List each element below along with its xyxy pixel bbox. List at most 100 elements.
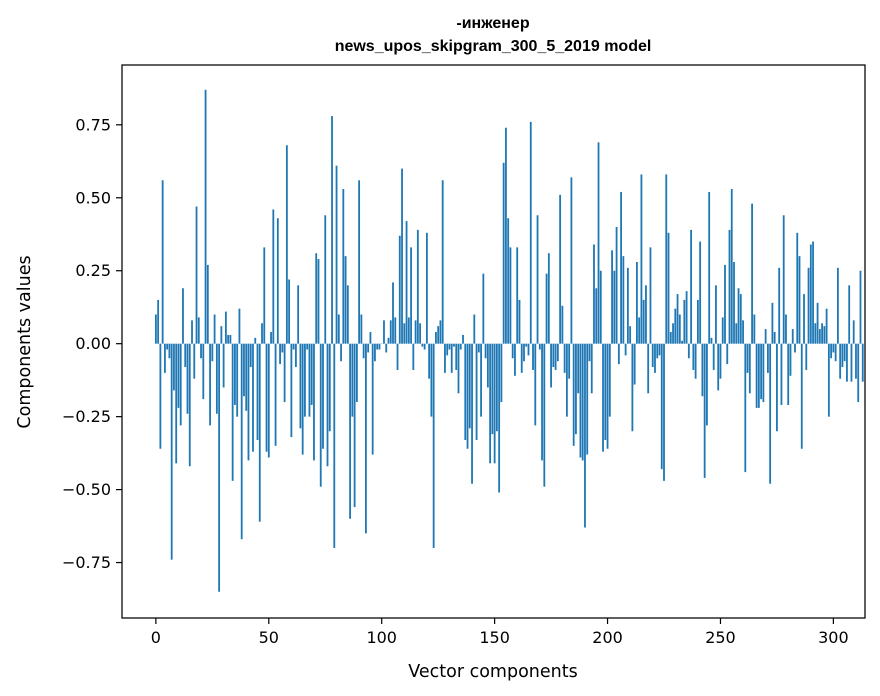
bar-component-306 xyxy=(846,343,848,382)
bar-component-116 xyxy=(416,229,419,344)
bar-component-74 xyxy=(322,343,324,449)
bar-component-119 xyxy=(423,343,426,350)
bar-component-204 xyxy=(615,226,618,344)
bar-component-196 xyxy=(597,142,600,344)
bar-component-256 xyxy=(733,261,735,344)
bar-component-220 xyxy=(651,343,654,368)
bar-component-297 xyxy=(825,308,828,344)
bar-component-175 xyxy=(550,343,552,388)
bar-component-58 xyxy=(285,145,288,344)
bar-component-222 xyxy=(656,343,659,359)
bar-component-47 xyxy=(261,323,263,344)
bar-component-145 xyxy=(482,273,485,344)
bar-component-310 xyxy=(855,343,857,379)
bar-component-308 xyxy=(850,343,853,382)
bar-component-207 xyxy=(622,256,625,344)
bar-component-34 xyxy=(231,343,234,481)
bar-component-26 xyxy=(213,314,216,344)
bar-component-88 xyxy=(353,343,356,508)
bar-component-293 xyxy=(816,302,819,344)
bar-component-187 xyxy=(577,343,580,394)
bar-component-63 xyxy=(297,285,300,344)
bar-component-285 xyxy=(798,256,801,344)
bar-component-274 xyxy=(773,332,776,344)
bar-component-94 xyxy=(367,343,370,353)
bar-component-227 xyxy=(667,232,670,344)
bar-component-202 xyxy=(611,250,613,344)
bar-component-267 xyxy=(757,343,760,408)
bar-component-13 xyxy=(184,343,187,368)
bar-component-23 xyxy=(206,264,209,344)
bar-component-143 xyxy=(477,343,480,353)
bar-component-20 xyxy=(200,343,202,359)
x-tick-label: 200 xyxy=(592,628,623,647)
bar-component-243 xyxy=(703,343,706,478)
bar-component-248 xyxy=(715,285,717,344)
bar-component-97 xyxy=(374,343,376,362)
bar-component-275 xyxy=(776,343,778,432)
bar-component-79 xyxy=(333,343,336,548)
bar-component-184 xyxy=(570,177,573,344)
bar-component-104 xyxy=(389,320,392,344)
bar-component-43 xyxy=(252,343,254,452)
bar-component-303 xyxy=(839,343,842,379)
bar-component-19 xyxy=(197,317,200,344)
bar-component-245 xyxy=(708,191,711,344)
x-axis-label: Vector components xyxy=(408,662,577,682)
bar-component-121 xyxy=(428,343,431,379)
bar-component-236 xyxy=(687,343,690,359)
bar-component-120 xyxy=(425,232,428,344)
bar-component-16 xyxy=(191,320,193,344)
bar-component-252 xyxy=(724,264,726,344)
bar-component-228 xyxy=(669,332,672,344)
bar-component-8 xyxy=(173,343,175,391)
bar-component-98 xyxy=(376,343,379,350)
y-tick-label: 0.00 xyxy=(75,334,111,353)
bar-component-254 xyxy=(728,229,731,344)
bar-component-113 xyxy=(410,247,412,344)
bar-component-73 xyxy=(319,343,322,487)
bar-component-214 xyxy=(638,317,641,344)
bar-component-283 xyxy=(794,343,796,353)
bar-component-69 xyxy=(310,343,313,405)
bar-component-92 xyxy=(362,343,365,359)
bar-component-304 xyxy=(841,343,844,368)
bar-component-140 xyxy=(471,343,473,484)
bar-component-67 xyxy=(306,343,309,350)
bar-component-144 xyxy=(480,343,482,417)
bar-component-101 xyxy=(383,320,385,344)
bar-component-294 xyxy=(818,329,821,344)
bar-component-226 xyxy=(665,174,668,344)
bar-component-291 xyxy=(812,241,814,344)
bar-component-230 xyxy=(674,308,677,344)
bar-component-33 xyxy=(229,334,232,344)
bar-component-197 xyxy=(599,270,602,344)
bar-component-258 xyxy=(737,288,740,344)
bar-component-221 xyxy=(654,343,656,373)
bar-component-70 xyxy=(313,343,315,461)
bar-component-146 xyxy=(484,343,487,359)
bar-component-38 xyxy=(240,343,243,540)
bar-component-166 xyxy=(529,121,532,344)
bar-component-194 xyxy=(593,244,595,344)
y-tick-label: 0.50 xyxy=(75,188,111,207)
bar-component-281 xyxy=(789,343,792,376)
bar-component-276 xyxy=(778,267,781,344)
bar-component-96 xyxy=(371,343,374,455)
y-tick-label: −0.50 xyxy=(62,480,111,499)
bar-component-272 xyxy=(769,343,772,484)
bar-component-15 xyxy=(188,343,191,467)
bar-component-77 xyxy=(328,343,331,432)
bar-component-154 xyxy=(502,162,505,344)
bar-component-51 xyxy=(270,332,272,344)
bar-component-3 xyxy=(161,180,164,344)
bar-component-183 xyxy=(568,343,571,379)
bar-component-273 xyxy=(771,302,774,344)
bar-component-255 xyxy=(730,189,733,344)
bar-component-126 xyxy=(439,320,442,344)
bar-component-292 xyxy=(814,323,817,344)
bar-component-135 xyxy=(459,343,462,350)
bar-component-130 xyxy=(448,343,451,350)
bar-component-65 xyxy=(301,343,304,455)
bar-component-103 xyxy=(387,337,390,344)
